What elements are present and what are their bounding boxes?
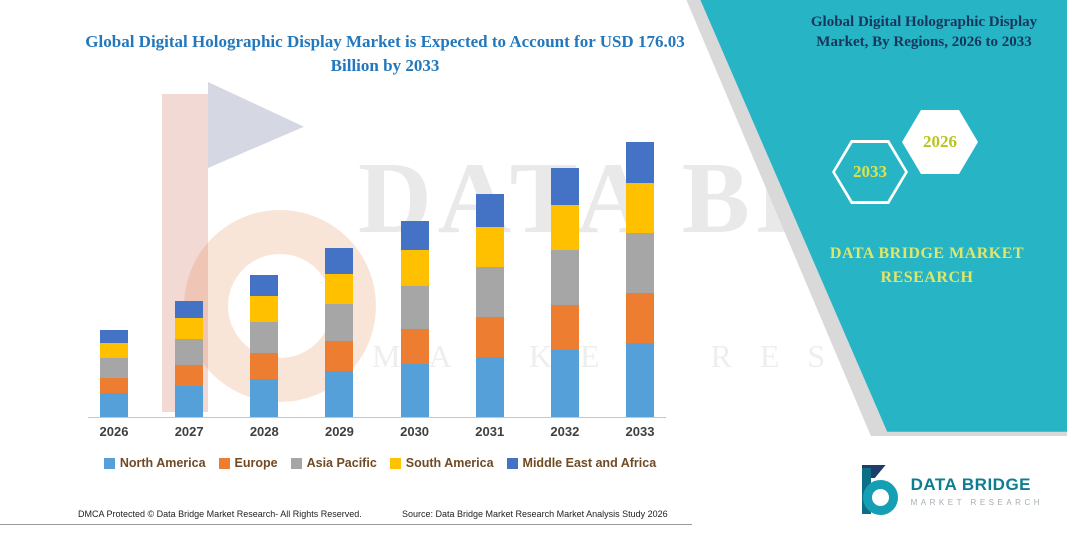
segment-middle-east-and-africa-2029 (325, 248, 354, 274)
legend-swatch-asia-pacific (290, 457, 302, 469)
segment-europe-2028 (250, 352, 279, 379)
x-label-2029: 2029 (324, 424, 354, 439)
legend-swatch-middle-east-and-africa (506, 457, 518, 469)
hexagon-year-label: 2026 (923, 132, 957, 151)
legend-item-middle-east-and-africa: Middle East and Africa (506, 456, 657, 470)
segment-south-america-2030 (400, 250, 429, 286)
segment-south-america-2029 (325, 273, 354, 304)
logo-name: DATA BRIDGE (910, 475, 1032, 494)
hexagon-2026: 2026 (902, 110, 978, 174)
segment-south-america-2026 (100, 342, 128, 359)
bar-2032 (550, 167, 579, 417)
legend-item-europe: Europe (218, 456, 278, 470)
x-label-2030: 2030 (400, 424, 430, 439)
footer-source-text: Source: Data Bridge Market Research Mark… (402, 509, 668, 519)
segment-middle-east-and-africa-2033 (625, 142, 654, 184)
legend-label-asia-pacific: Asia Pacific (306, 456, 377, 470)
legend-label-europe: Europe (234, 456, 278, 470)
legend-item-south-america: South America (389, 456, 494, 470)
footer-divider (0, 524, 692, 525)
bar-2029 (325, 248, 354, 417)
segment-middle-east-and-africa-2032 (550, 167, 579, 206)
company-logo: DATA BRIDGE MARKET RESEARCH (856, 465, 1043, 517)
bar-2028 (250, 274, 279, 417)
segment-europe-2029 (325, 341, 354, 372)
segment-middle-east-and-africa-2026 (100, 329, 128, 343)
segment-middle-east-and-africa-2031 (475, 193, 504, 228)
legend-swatch-north-america (103, 457, 115, 469)
bar-2026 (100, 329, 128, 417)
segment-north-america-2030 (400, 364, 429, 417)
legend-swatch-europe (218, 457, 230, 469)
side-panel-heading: Global Digital Holographic Display Marke… (810, 14, 1038, 50)
bar-plot (88, 128, 666, 418)
segment-north-america-2032 (550, 349, 579, 417)
panel-brand-text: DATA BRIDGE MARKET RESEARCH (829, 245, 1025, 286)
segment-europe-2032 (550, 304, 579, 350)
segment-north-america-2028 (250, 378, 279, 417)
hexagon-fill (902, 110, 978, 174)
x-label-2026: 2026 (99, 424, 129, 439)
x-label-2033: 2033 (625, 424, 655, 439)
bar-2033 (625, 142, 654, 417)
segment-north-america-2027 (175, 385, 204, 417)
legend-label-north-america: North America (119, 456, 206, 470)
logo-bowl-shape (862, 480, 898, 515)
logo-b-icon (856, 465, 902, 517)
segment-south-america-2031 (475, 227, 504, 268)
segment-europe-2033 (625, 293, 654, 343)
segment-south-america-2027 (175, 318, 204, 340)
chart-legend: North America Europe Asia Pacific South Ame… (80, 456, 680, 470)
x-label-2031: 2031 (475, 424, 505, 439)
segment-asia-pacific-2026 (100, 358, 128, 378)
segment-asia-pacific-2030 (400, 285, 429, 329)
segment-north-america-2029 (325, 371, 354, 417)
bar-2027 (175, 300, 204, 417)
segment-asia-pacific-2031 (475, 267, 504, 317)
segment-south-america-2032 (550, 205, 579, 251)
segment-europe-2031 (475, 316, 504, 357)
x-label-2032: 2032 (550, 424, 580, 439)
x-axis-labels: 2026 2027 2028 2029 2030 2031 2032 2033 (88, 424, 666, 439)
segment-europe-2027 (175, 364, 204, 386)
segment-north-america-2033 (625, 342, 654, 417)
page-title: Global Digital Holographic Display Marke… (85, 32, 685, 75)
hexagon-outline (832, 140, 908, 204)
segment-middle-east-and-africa-2028 (250, 274, 279, 297)
segment-north-america-2031 (475, 356, 504, 417)
hexagon-2033: 2033 (832, 140, 908, 204)
legend-label-middle-east-and-africa: Middle East and Africa (522, 456, 657, 470)
x-label-2027: 2027 (174, 424, 204, 439)
bar-2030 (400, 220, 429, 417)
legend-label-south-america: South America (405, 456, 494, 470)
legend-item-north-america: North America (103, 456, 206, 470)
segment-middle-east-and-africa-2027 (175, 300, 204, 319)
segment-asia-pacific-2032 (550, 250, 579, 305)
bar-2031 (475, 193, 504, 417)
segment-south-america-2028 (250, 296, 279, 322)
legend-swatch-south-america (389, 457, 401, 469)
segment-asia-pacific-2033 (625, 232, 654, 294)
footer-dmca-text: DMCA Protected © Data Bridge Market Rese… (78, 509, 362, 519)
logo-text: DATA BRIDGE MARKET RESEARCH (911, 475, 1043, 507)
segment-asia-pacific-2029 (325, 303, 354, 342)
segment-europe-2030 (400, 328, 429, 365)
segment-south-america-2033 (625, 183, 654, 233)
segment-north-america-2026 (100, 393, 128, 417)
segment-asia-pacific-2027 (175, 339, 204, 365)
logo-tagline: MARKET RESEARCH (910, 498, 1043, 507)
legend-item-asia-pacific: Asia Pacific (290, 456, 377, 470)
x-label-2028: 2028 (249, 424, 279, 439)
segment-asia-pacific-2028 (250, 321, 279, 353)
segment-middle-east-and-africa-2030 (400, 220, 429, 251)
segment-europe-2026 (100, 377, 128, 394)
hexagon-year-label: 2033 (853, 162, 887, 181)
